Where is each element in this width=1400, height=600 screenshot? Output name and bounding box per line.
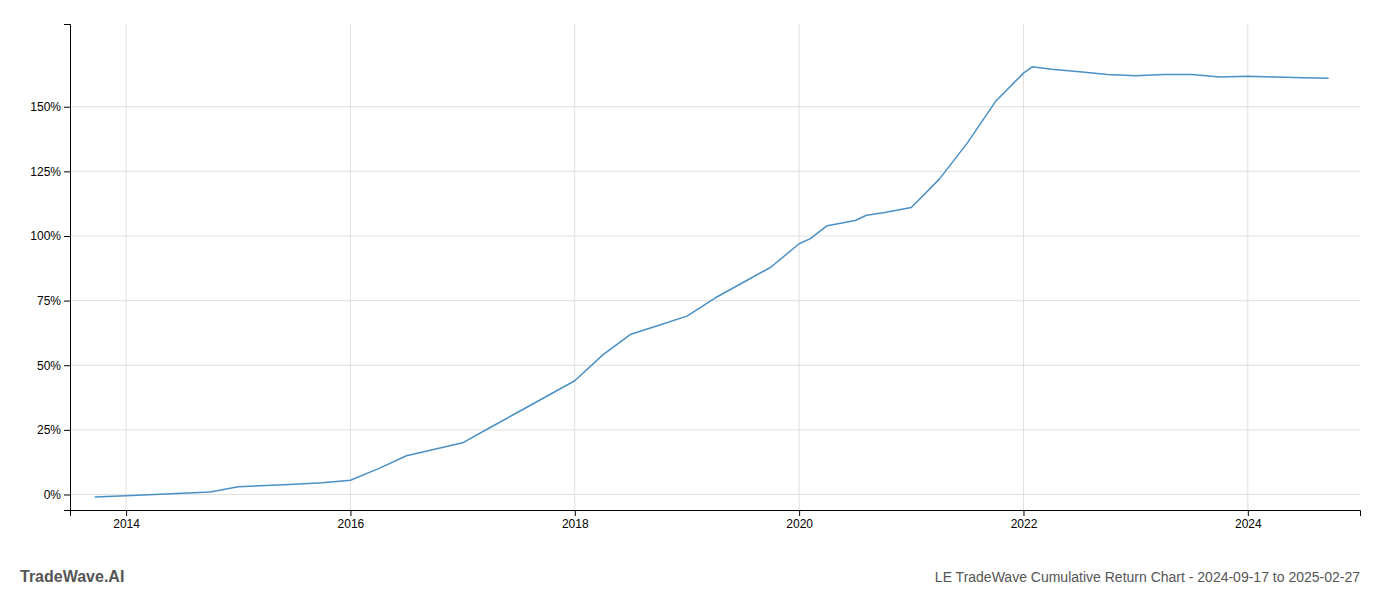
x-tick: 2016 [338, 510, 365, 531]
annotation: TradeWave.AI [20, 568, 124, 585]
x-tick: 2022 [1011, 510, 1038, 531]
tick-label: 2016 [338, 517, 365, 531]
tick-mark [64, 494, 70, 495]
grid-line [70, 300, 1360, 301]
y-tick: 0% [44, 488, 70, 502]
axis-line [64, 25, 71, 511]
x-tick: 2014 [113, 510, 140, 531]
tick-label: 100% [30, 229, 61, 243]
tick-mark [1023, 510, 1024, 516]
grid-line [70, 429, 1360, 430]
y-tick: 25% [37, 423, 70, 437]
plot: 2014 2016 2018 2020 2022 2024 0% 25% 50% 75% 100% 1… [30, 24, 1360, 531]
tick-label: 125% [30, 165, 61, 179]
grid [70, 24, 1360, 510]
grid-line [70, 365, 1360, 366]
y-tick: 50% [37, 359, 70, 373]
x-tick: 2020 [786, 510, 813, 531]
tick-mark [64, 301, 70, 302]
tick-label: 2022 [1011, 517, 1038, 531]
y-tick: 75% [37, 294, 70, 308]
grid-line [70, 494, 1360, 495]
tick-mark [799, 510, 800, 516]
grid-line [70, 235, 1360, 236]
grid-line [1023, 24, 1024, 510]
tick-mark [575, 510, 576, 516]
tick-mark [350, 510, 351, 516]
y-tick: 125% [30, 165, 70, 179]
grid-line [350, 24, 351, 510]
line [95, 67, 1329, 497]
tick-mark [64, 171, 70, 172]
y-tick: 150% [30, 100, 70, 114]
grid-line [574, 24, 575, 510]
tick-label: 150% [30, 100, 61, 114]
tick-mark [1248, 510, 1249, 516]
grid-line [126, 24, 127, 510]
tick-label: 25% [37, 423, 61, 437]
tick-label: 75% [37, 294, 61, 308]
tick-label: 0% [44, 488, 62, 502]
grid-line [70, 106, 1360, 107]
tick-label: 50% [37, 359, 61, 373]
tick-label: 2014 [113, 517, 140, 531]
axis-line [71, 511, 1361, 517]
marks [95, 67, 1329, 497]
y-axis: 0% 25% 50% 75% 100% 125% 150% [30, 25, 70, 511]
tick-label: 2024 [1235, 517, 1262, 531]
tick-mark [126, 510, 127, 516]
x-tick: 2024 [1235, 510, 1262, 531]
tick-mark [64, 430, 70, 431]
tick-mark [64, 365, 70, 366]
y-tick: 100% [30, 229, 70, 243]
x-tick: 2018 [562, 510, 589, 531]
tick-mark [64, 236, 70, 237]
tick-label: 2018 [562, 517, 589, 531]
grid-line [799, 24, 800, 510]
tick-label: 2020 [786, 517, 813, 531]
x-axis: 2014 2016 2018 2020 2022 2024 [71, 510, 1361, 531]
chart: 2014 2016 2018 2020 2022 2024 0% 25% 50% 75% 100% 1… [0, 0, 1400, 600]
grid-line [1247, 24, 1248, 510]
grid-line [70, 171, 1360, 172]
title: LE TradeWave Cumulative Return Chart - 2… [935, 569, 1360, 585]
tick-mark [64, 107, 70, 108]
